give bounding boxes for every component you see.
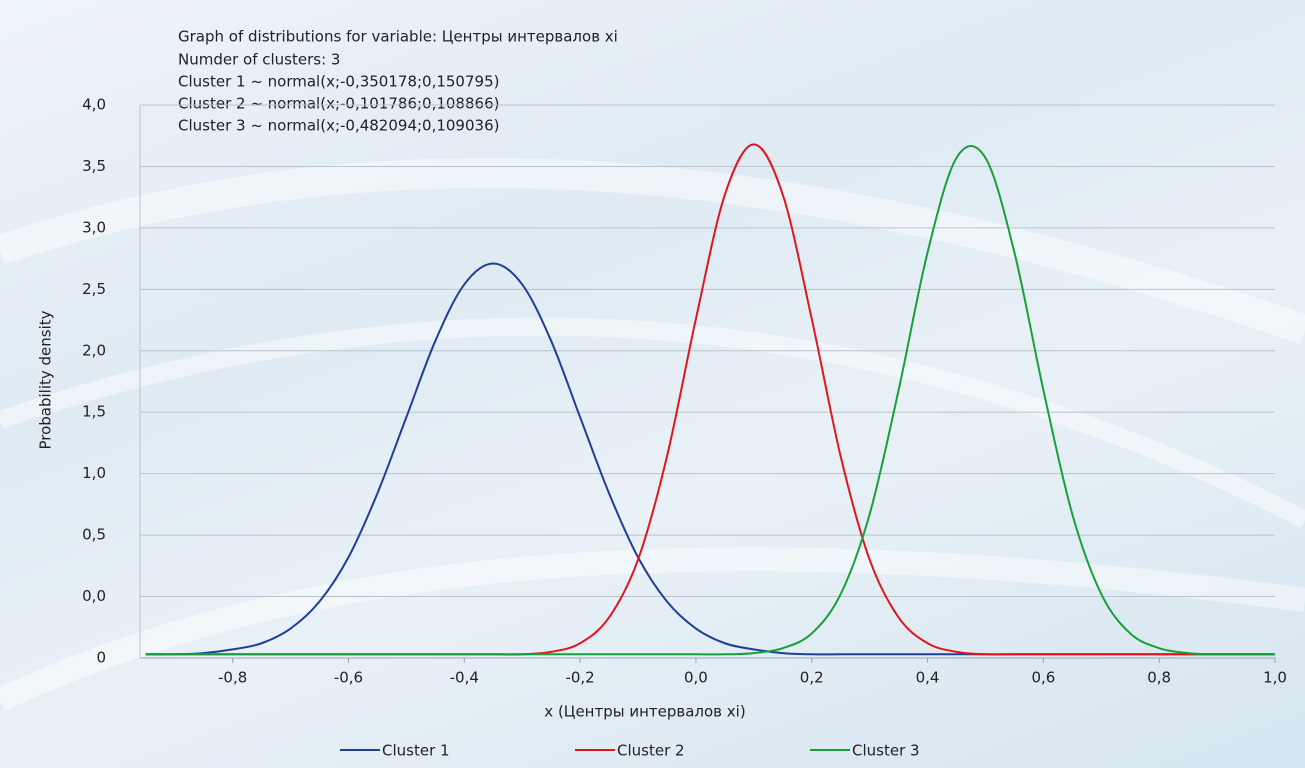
x-tick-label: -0,4 xyxy=(450,669,479,687)
y-tick-label: 3,5 xyxy=(82,157,106,175)
y-tick-label: 2,0 xyxy=(82,341,106,359)
chart-title: Graph of distributions for variable: Цен… xyxy=(178,28,618,46)
chart-subtitle: Numder of clusters: 3 xyxy=(178,51,340,69)
y-tick-label: 0,0 xyxy=(82,587,106,605)
background-waves xyxy=(0,157,1305,711)
x-tick-label: 0,8 xyxy=(1147,669,1171,687)
x-axis-label: x (Центры интервалов xi) xyxy=(544,703,745,721)
legend-label: Cluster 2 xyxy=(617,742,685,760)
y-tick-label: 4,0 xyxy=(82,96,106,114)
legend-label: Cluster 1 xyxy=(382,742,450,760)
annotation: Cluster 2 ~ normal(x;-0,101786;0,108866) xyxy=(178,95,499,113)
annotation: Cluster 3 ~ normal(x;-0,482094;0,109036) xyxy=(178,117,499,135)
y-tick-label: 3,0 xyxy=(82,218,106,236)
annotation: Cluster 1 ~ normal(x;-0,350178;0,150795) xyxy=(178,73,499,91)
y-axis-label: Probability density xyxy=(37,310,55,449)
legend-label: Cluster 3 xyxy=(852,742,920,760)
y-tick-label: 0 xyxy=(96,649,106,667)
y-tick-label: 1,5 xyxy=(82,403,106,421)
y-tick-label: 2,5 xyxy=(82,280,106,298)
x-tick-label: 0,2 xyxy=(800,669,824,687)
x-tick-label: 0,0 xyxy=(684,669,708,687)
x-tick-label: -0,2 xyxy=(565,669,594,687)
x-tick-label: 1,0 xyxy=(1263,669,1287,687)
x-tick-label: -0,6 xyxy=(334,669,363,687)
x-tick-label: 0,4 xyxy=(916,669,940,687)
y-tick-label: 0,5 xyxy=(82,526,106,544)
x-tick-label: -0,8 xyxy=(218,669,247,687)
y-tick-label: 1,0 xyxy=(82,464,106,482)
line-series xyxy=(145,145,1275,656)
x-tick-label: 0,6 xyxy=(1031,669,1055,687)
